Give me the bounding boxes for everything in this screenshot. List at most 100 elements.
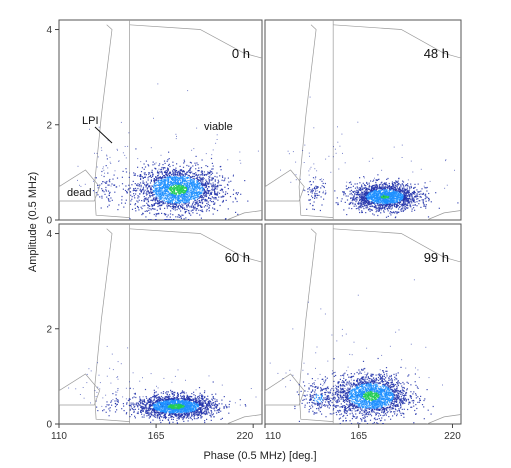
data-point — [159, 192, 162, 194]
data-point — [353, 205, 355, 207]
data-point — [177, 186, 179, 188]
data-point — [178, 200, 180, 202]
data-point — [187, 187, 189, 189]
data-point — [385, 183, 387, 185]
data-point — [389, 196, 391, 198]
data-point — [109, 200, 111, 202]
data-point — [392, 189, 395, 191]
data-point — [185, 217, 187, 219]
data-point — [201, 394, 203, 396]
data-point — [314, 194, 316, 196]
data-point — [334, 190, 336, 192]
data-point — [370, 201, 372, 203]
data-point — [127, 189, 129, 191]
data-point — [187, 204, 189, 206]
data-point — [355, 197, 357, 199]
data-point — [412, 201, 414, 203]
data-point — [383, 188, 385, 190]
data-point — [366, 198, 368, 200]
data-point — [170, 176, 172, 178]
data-point — [152, 193, 154, 195]
data-point — [381, 186, 383, 188]
data-point — [166, 169, 168, 172]
data-point — [160, 191, 162, 193]
data-point — [359, 202, 361, 204]
data-point — [183, 182, 185, 184]
data-point — [177, 185, 179, 187]
data-point — [406, 194, 408, 196]
data-point — [341, 198, 343, 200]
data-point — [192, 202, 194, 204]
data-point — [129, 218, 131, 220]
data-point — [180, 193, 182, 195]
data-point — [94, 152, 95, 154]
data-point — [170, 181, 173, 183]
data-point — [397, 205, 399, 207]
data-point — [149, 205, 151, 207]
data-point — [201, 186, 203, 188]
data-point — [184, 192, 186, 195]
data-point — [240, 193, 242, 195]
data-point — [155, 401, 157, 403]
data-point — [205, 412, 207, 414]
data-point — [381, 192, 383, 194]
data-point — [154, 395, 156, 397]
data-point — [171, 203, 173, 205]
data-point — [388, 190, 390, 192]
data-point — [177, 188, 179, 190]
data-point — [109, 156, 111, 158]
data-point — [184, 201, 186, 203]
data-point — [178, 188, 180, 190]
data-point — [211, 154, 213, 156]
data-point — [176, 186, 178, 188]
data-point — [376, 186, 378, 188]
data-point — [168, 205, 170, 207]
data-point — [356, 186, 358, 188]
data-point — [149, 194, 151, 196]
data-point — [190, 167, 192, 169]
data-point — [157, 180, 159, 182]
data-point — [375, 195, 377, 197]
data-point — [181, 214, 183, 216]
data-point — [152, 200, 154, 202]
data-point — [383, 210, 385, 212]
data-point — [351, 208, 353, 210]
data-point — [134, 203, 137, 205]
data-point — [167, 205, 169, 207]
data-point — [403, 202, 405, 204]
data-point — [360, 206, 362, 208]
data-point — [401, 205, 403, 207]
data-point — [394, 191, 396, 193]
data-point — [107, 184, 109, 186]
data-point — [186, 396, 188, 398]
data-point — [189, 178, 191, 180]
data-point — [423, 193, 425, 195]
data-point — [185, 200, 187, 202]
data-point — [162, 178, 164, 180]
data-point — [377, 201, 380, 203]
data-point — [189, 169, 191, 171]
data-point — [355, 193, 358, 195]
data-point — [316, 186, 319, 188]
data-point — [154, 181, 156, 183]
data-point — [386, 202, 388, 204]
data-point — [214, 405, 216, 407]
data-point — [116, 148, 118, 150]
data-point — [383, 203, 385, 205]
data-point — [391, 183, 393, 185]
data-point — [388, 191, 391, 193]
data-point — [205, 190, 207, 192]
data-point — [192, 190, 194, 193]
data-point — [158, 398, 160, 400]
data-point — [387, 198, 389, 200]
data-point — [316, 186, 318, 188]
data-point — [399, 193, 401, 195]
data-point — [180, 196, 182, 198]
data-point — [149, 407, 151, 409]
data-point — [396, 197, 398, 199]
data-point — [371, 195, 373, 197]
data-point — [165, 177, 167, 179]
data-point — [372, 196, 374, 199]
data-point — [367, 197, 370, 199]
data-point — [145, 408, 147, 410]
